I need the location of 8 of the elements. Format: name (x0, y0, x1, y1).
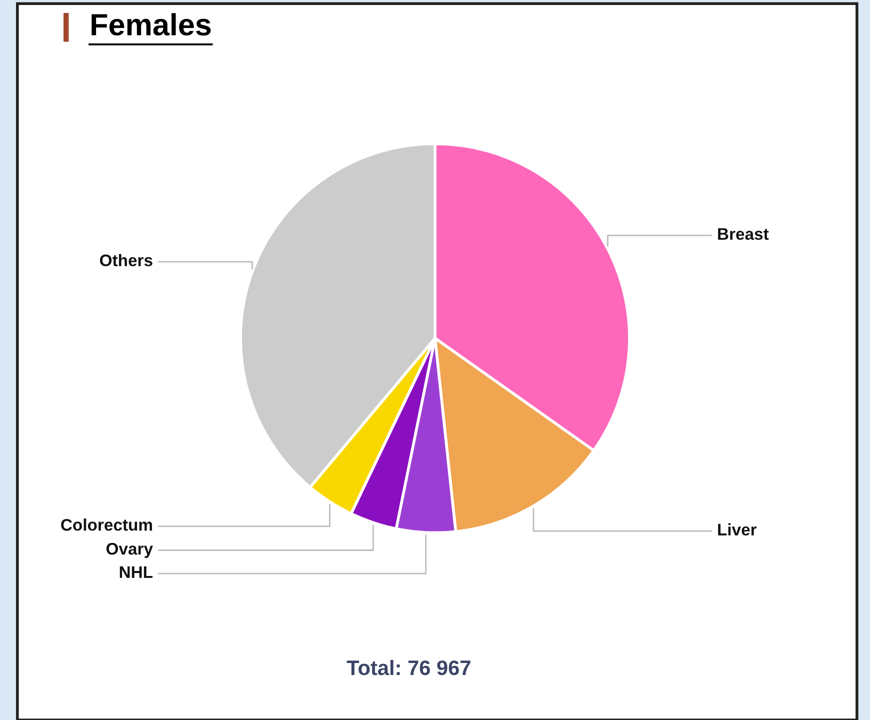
slice-label: Breast (718, 228, 769, 240)
slice-label: Others (100, 254, 152, 266)
slice-label: Ovary (106, 542, 153, 558)
text: Total: 76 967 (346, 660, 470, 676)
chart-title: Females (92, 13, 211, 36)
slice-label: Liver (718, 523, 757, 536)
slice-label: NHL (120, 566, 153, 578)
slice-label: Colorectum (61, 518, 152, 531)
